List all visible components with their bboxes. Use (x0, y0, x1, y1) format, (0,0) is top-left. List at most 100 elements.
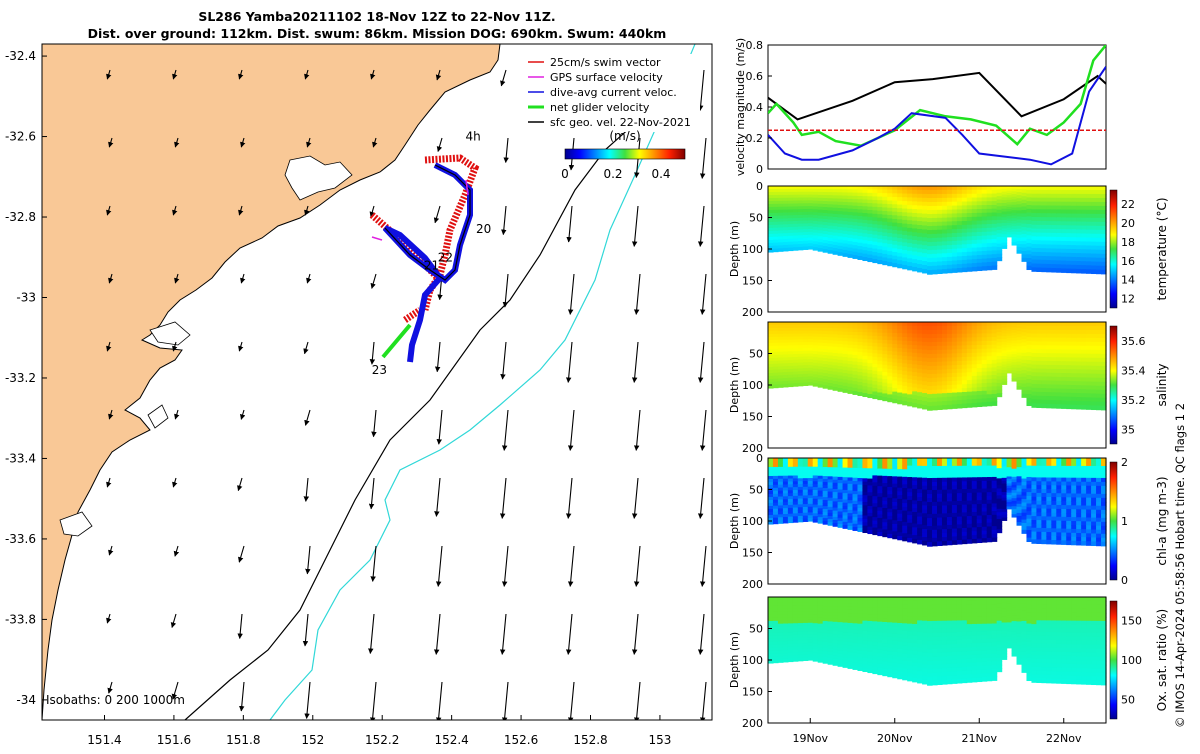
section-cell (892, 193, 898, 197)
section-cell (1056, 256, 1062, 261)
section-cell (902, 326, 908, 330)
section-cell (867, 203, 873, 207)
section-cell (1061, 540, 1067, 545)
section-cell (853, 255, 859, 259)
section-cell (1086, 354, 1092, 359)
section-cell (897, 201, 903, 205)
section-cell (897, 322, 903, 326)
section-cell (922, 334, 928, 339)
section-cell (902, 197, 908, 201)
section-cell (1022, 356, 1028, 360)
section-cell (957, 377, 963, 382)
section-cell (867, 509, 873, 513)
section-cell (932, 390, 938, 395)
section-cell (992, 364, 998, 368)
section-cell (977, 345, 983, 349)
section-cell (1071, 257, 1077, 262)
section-cell (1061, 253, 1067, 258)
section-cell (882, 218, 888, 222)
section-cell (1076, 186, 1082, 191)
section-cell (947, 537, 953, 542)
section-cell (982, 504, 988, 508)
section-cell (867, 213, 873, 217)
section-cell (962, 244, 968, 248)
section-cell (1081, 269, 1087, 274)
section-cell (872, 472, 878, 476)
section-cell (1026, 492, 1032, 496)
section-cell (917, 248, 923, 253)
section-cell (887, 516, 893, 520)
section-cell (927, 230, 933, 235)
section-cell (967, 198, 973, 202)
section-cell (1071, 493, 1077, 498)
section-cell (1091, 474, 1097, 479)
section-cell (932, 194, 938, 199)
section-cell (877, 207, 883, 211)
section-cell (942, 350, 948, 355)
section-cell (922, 338, 928, 343)
section-cell (907, 394, 913, 398)
section-cell (977, 531, 983, 535)
section-cell (972, 399, 978, 403)
section-cell (992, 216, 998, 220)
section-cell (818, 659, 824, 663)
section-cell (962, 240, 968, 244)
section-cell (947, 365, 953, 370)
section-cell (1096, 202, 1102, 207)
section-cell (877, 322, 883, 326)
section-cell (867, 322, 873, 326)
section-cell (877, 186, 883, 190)
section-cell (947, 194, 953, 199)
section-cell (1041, 213, 1047, 217)
section-cell (1061, 482, 1067, 487)
section-cell (937, 478, 943, 483)
section-cell (912, 322, 918, 326)
section-cell (1091, 254, 1097, 259)
section-cell (972, 252, 978, 256)
section-cell (987, 254, 993, 258)
section-cell (1056, 536, 1062, 541)
section-cell (912, 221, 918, 225)
section-cell (987, 364, 993, 368)
section-cell (932, 514, 938, 519)
section-cell (1046, 361, 1052, 365)
section-cell (887, 505, 893, 509)
section-cell (942, 389, 948, 394)
section-cell (987, 235, 993, 239)
section-cell (937, 397, 943, 402)
section-cell (912, 228, 918, 232)
section-cell (1086, 218, 1092, 223)
section-cell (1081, 222, 1087, 227)
section-cell (1036, 489, 1042, 493)
section-cell (882, 322, 888, 326)
section-cell (872, 514, 878, 518)
section-cell (1036, 330, 1042, 334)
section-cell (937, 378, 943, 383)
section-cell (902, 466, 908, 470)
section-cell (1031, 489, 1037, 493)
section-cell (1031, 392, 1037, 396)
section-cell (1066, 482, 1072, 487)
section-cell (1026, 349, 1032, 353)
section-cell (982, 224, 988, 228)
section-cell (962, 194, 968, 198)
section-cell (952, 261, 958, 266)
section-cell (867, 356, 873, 360)
section-cell (1086, 389, 1092, 394)
section-cell (1091, 234, 1097, 239)
section-cell (867, 530, 873, 534)
section-cell (902, 537, 908, 541)
section-cell (1046, 477, 1052, 481)
section-cell (1046, 326, 1052, 330)
section-cell (967, 326, 973, 330)
section-cell (1091, 526, 1097, 531)
section-cell (1091, 258, 1097, 263)
section-cell (917, 481, 923, 486)
section-cell (897, 242, 903, 246)
colorbar-tick-label: 35.4 (1121, 364, 1146, 377)
section-cell (992, 538, 998, 542)
section-cell (892, 351, 898, 355)
section-cell (1026, 224, 1032, 228)
section-cell (992, 322, 998, 326)
